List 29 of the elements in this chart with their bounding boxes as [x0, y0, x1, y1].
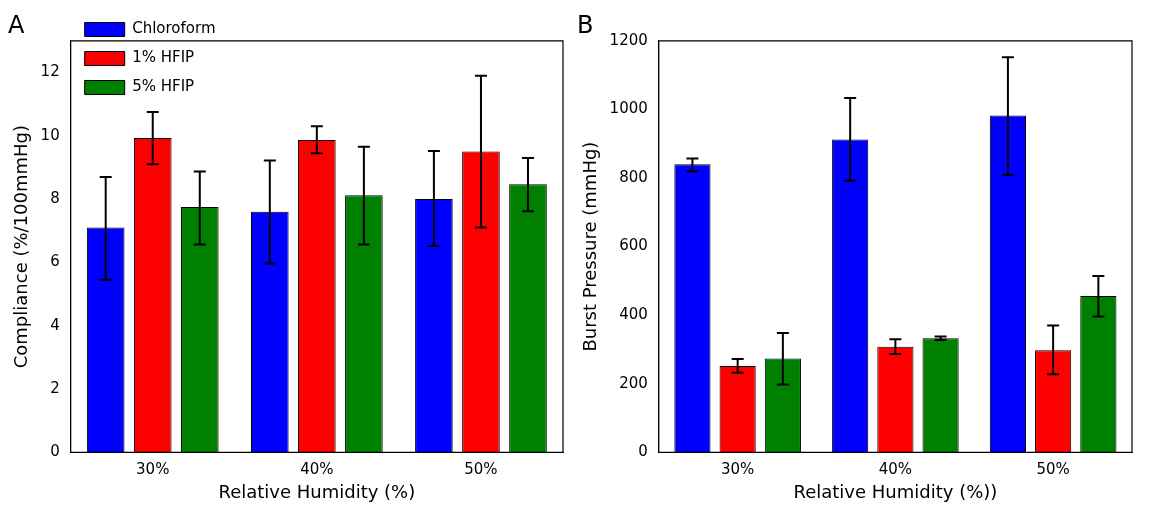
y-tick-label: 8 — [50, 189, 60, 207]
y-tick-label: 200 — [619, 373, 648, 392]
y-tick-label: 1000 — [609, 99, 648, 118]
y-tick-label: 2 — [50, 378, 60, 397]
x-axis-title: Relative Humidity (%) — [218, 480, 416, 502]
legend-label: Chloroform — [132, 19, 216, 38]
x-tick-label: 30% — [136, 460, 170, 479]
chart-title: B — [577, 10, 594, 39]
y-tick-label: 6 — [50, 252, 60, 271]
y-tick-label: 1200 — [609, 30, 648, 49]
y-axis-title: Compliance (%/100mmHg) — [10, 124, 32, 369]
x-tick-label: 50% — [1036, 460, 1070, 479]
x-tick-label: 30% — [720, 460, 755, 479]
legend-label: 5% HFIP — [132, 77, 195, 96]
y-tick-label: 10 — [40, 125, 60, 144]
x-tick-label: 40% — [878, 460, 913, 479]
x-tick-label: 40% — [300, 460, 334, 479]
x-tick-label: 50% — [464, 460, 498, 479]
y-tick-label: 12 — [40, 62, 60, 81]
y-tick-label: 4 — [50, 315, 60, 334]
y-tick-label: 600 — [619, 236, 648, 255]
chart-title: A — [8, 10, 25, 39]
y-tick-label: 400 — [619, 305, 648, 324]
y-tick-label: 0 — [50, 442, 60, 461]
y-tick-label: 800 — [619, 167, 648, 186]
x-axis-title: Relative Humidity (%)) — [793, 480, 998, 502]
y-axis-title: Burst Pressure (mmHg) — [579, 141, 601, 352]
y-tick-label: 0 — [638, 442, 648, 461]
legend-label: 1% HFIP — [132, 48, 195, 67]
